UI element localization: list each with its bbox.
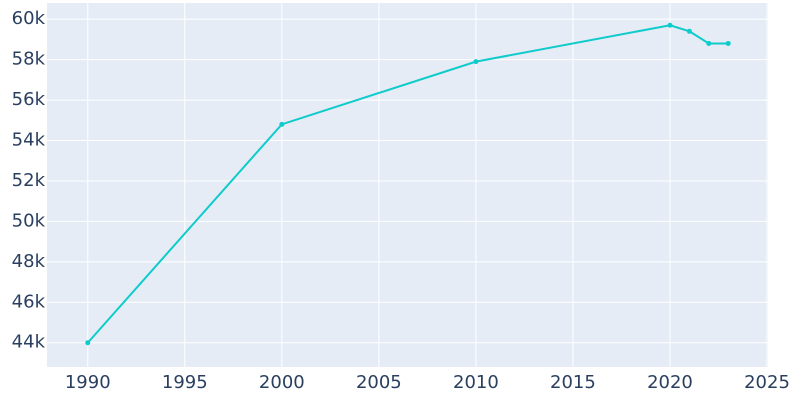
y-tick-label: 48k bbox=[12, 251, 46, 272]
x-tick-label: 2000 bbox=[259, 372, 305, 393]
y-tick-label: 56k bbox=[12, 89, 46, 110]
y-tick-label: 58k bbox=[12, 49, 46, 70]
x-tick-label: 2025 bbox=[744, 372, 790, 393]
x-tick-label: 2005 bbox=[356, 372, 402, 393]
y-tick-label: 54k bbox=[12, 130, 46, 151]
point bbox=[473, 59, 479, 65]
point bbox=[85, 340, 91, 346]
x-tick-label: 1995 bbox=[162, 372, 208, 393]
x-tick-label: 2015 bbox=[550, 372, 596, 393]
y-tick-label: 46k bbox=[12, 291, 46, 312]
plot-background bbox=[47, 3, 768, 367]
point bbox=[667, 22, 673, 28]
y-tick-label: 50k bbox=[12, 210, 46, 231]
x-tick-label: 1990 bbox=[65, 372, 111, 393]
point bbox=[686, 28, 692, 34]
y-tick-label: 60k bbox=[12, 8, 46, 29]
y-tick-label: 44k bbox=[12, 332, 46, 353]
x-tick-label: 2010 bbox=[453, 372, 499, 393]
point bbox=[279, 121, 285, 127]
x-tick-label: 2020 bbox=[647, 372, 693, 393]
y-tick-label: 52k bbox=[12, 170, 46, 191]
point bbox=[706, 40, 712, 46]
point bbox=[725, 40, 731, 46]
